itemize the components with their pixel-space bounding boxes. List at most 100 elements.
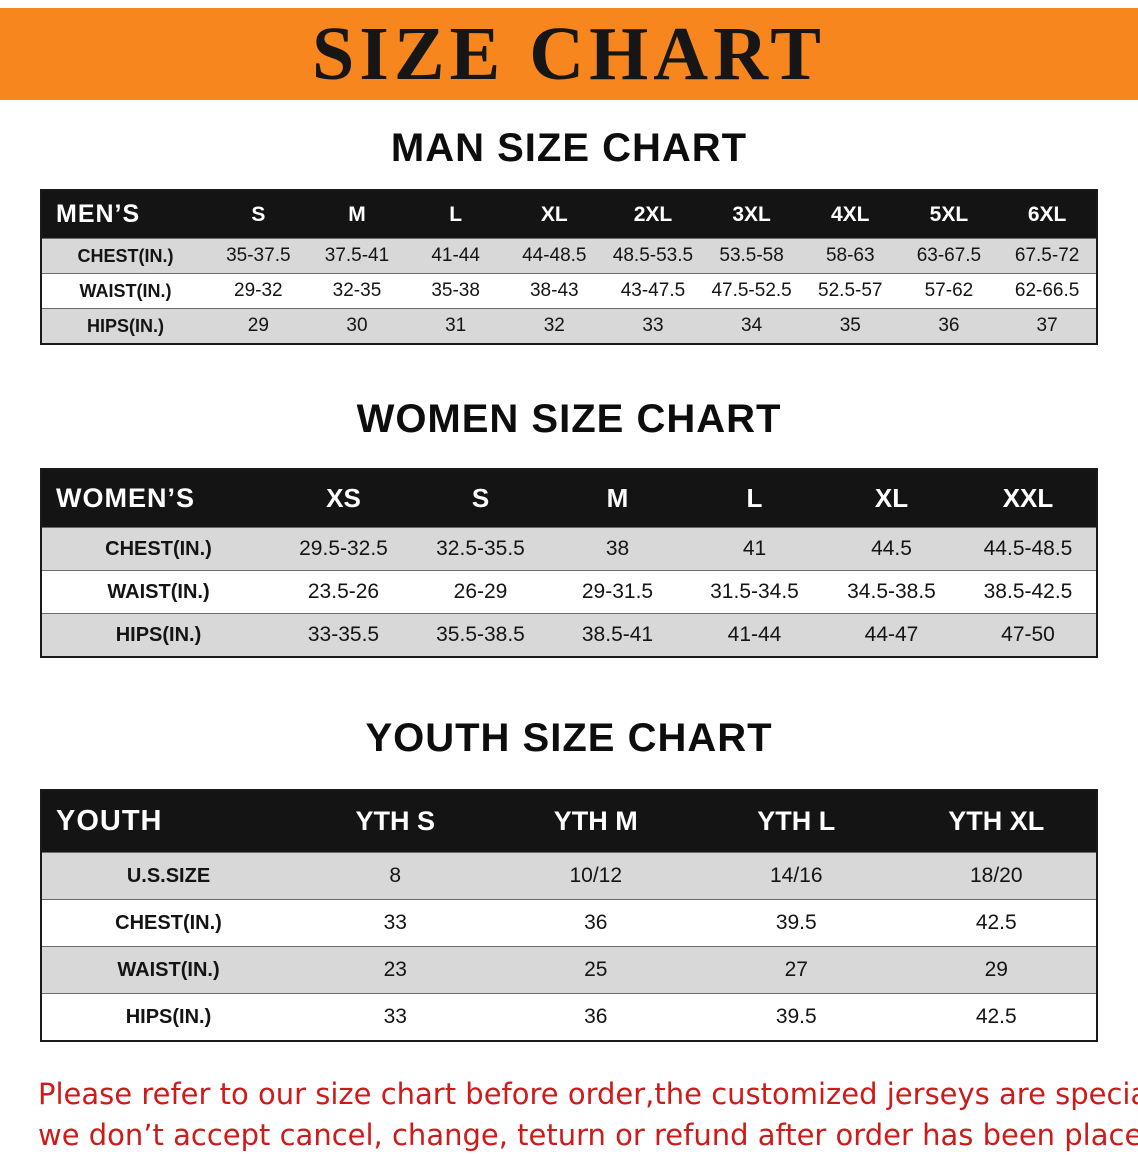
value-cell: 32.5-35.5 [412,527,549,571]
value-cell: 42.5 [896,899,1097,947]
value-cell: 35 [800,308,900,344]
table-header-row: MEN’S S M L XL 2XL 3XL 4XL 5XL 6XL [41,190,1097,239]
row-label-cell: CHEST(IN.) [41,238,209,274]
row-label-cell: HIPS(IN.) [41,993,295,1041]
value-cell: 38.5-42.5 [960,570,1097,614]
size-header-cell: YTH M [553,806,638,836]
table-row: WAIST(IN.) 23.5-26 26-29 29-31.5 31.5-34.5 34… [41,570,1097,614]
banner-title: SIZE CHART [311,12,826,96]
value-cell: 63-67.5 [899,238,999,274]
value-cell: 35-37.5 [209,238,308,274]
size-header-cell: YTH L [757,806,836,836]
value-cell: 34 [702,308,801,344]
table-row: HIPS(IN.) 33-35.5 35.5-38.5 38.5-41 41-44 44-… [41,613,1097,657]
table-title-cell: MEN’S [56,200,141,228]
table-row: WAIST(IN.) 29-32 32-35 35-38 38-43 43-47.5 47.… [41,273,1097,309]
size-header-cell: 2XL [633,202,673,226]
value-cell: 39.5 [696,993,897,1041]
value-cell: 41-44 [406,238,505,274]
footer-disclaimer: Please refer to our size chart before or… [38,1074,1138,1155]
value-cell: 41-44 [686,613,823,657]
value-cell: 58-63 [800,238,900,274]
value-cell: 10/12 [495,852,696,900]
value-cell: 42.5 [896,993,1097,1041]
heading-youth-size-chart: YOUTH SIZE CHART [365,716,773,760]
value-cell: 33-35.5 [275,613,412,657]
value-cell: 29-32 [209,273,308,309]
youth-size-table: YOUTH YTH S YTH M YTH L YTH XL U.S.SIZE 8 10/12… [40,789,1098,1042]
table-row: HIPS(IN.) 29 30 31 32 33 34 35 36 37 [41,308,1097,344]
value-cell: 29 [209,308,308,344]
value-cell: 33 [295,899,496,947]
size-chart-banner: SIZE CHART [0,8,1138,100]
row-label-cell: WAIST(IN.) [41,273,209,309]
value-cell: 33 [295,993,496,1041]
value-cell: 57-62 [899,273,999,309]
value-cell: 44.5-48.5 [960,527,1097,571]
size-header-cell: S [251,202,266,226]
size-header-cell: M [606,483,629,513]
size-header-cell: 4XL [831,202,870,226]
footer-disclaimer-line2: we don’t accept cancel, change, teturn o… [38,1117,1138,1152]
value-cell: 8 [295,852,496,900]
value-cell: 30 [307,308,407,344]
heading-man-size-chart: MAN SIZE CHART [390,126,748,170]
table-header-row: YOUTH YTH S YTH M YTH L YTH XL [41,790,1097,853]
women-size-table: WOMEN’S XS S M L XL XXL CHEST(IN.) 29.5-32.5 32.5… [40,468,1098,658]
size-header-cell: 5XL [929,202,969,226]
value-cell: 43-47.5 [603,273,703,309]
value-cell: 44-47 [823,613,960,657]
value-cell: 62-66.5 [998,273,1097,309]
value-cell: 33 [603,308,703,344]
value-cell: 36 [495,899,696,947]
value-cell: 18/20 [896,852,1097,900]
row-label-cell: CHEST(IN.) [41,899,295,947]
value-cell: 38-43 [504,273,604,309]
table-row: CHEST(IN.) 35-37.5 37.5-41 41-44 44-48.5 48.5… [41,238,1097,274]
value-cell: 38 [549,527,686,571]
table-title-cell: YOUTH [56,805,163,837]
value-cell: 48.5-53.5 [603,238,703,274]
value-cell: 53.5-58 [702,238,801,274]
row-label-cell: HIPS(IN.) [41,613,275,657]
table-row: HIPS(IN.) 33 36 39.5 42.5 [41,993,1097,1041]
row-label-cell: U.S.SIZE [41,852,295,900]
value-cell: 39.5 [696,899,897,947]
row-label-cell: WAIST(IN.) [41,946,295,994]
value-cell: 27 [696,946,897,994]
value-cell: 29-31.5 [549,570,686,614]
size-header-cell: XL [874,483,909,513]
value-cell: 35-38 [406,273,505,309]
value-cell: 32-35 [307,273,407,309]
heading-women-size-chart: WOMEN SIZE CHART [356,397,782,441]
value-cell: 47.5-52.5 [702,273,801,309]
value-cell: 38.5-41 [549,613,686,657]
table-row: U.S.SIZE 8 10/12 14/16 18/20 [41,852,1097,900]
table-row: CHEST(IN.) 29.5-32.5 32.5-35.5 38 41 44.5 44.5… [41,527,1097,571]
value-cell: 44-48.5 [504,238,604,274]
value-cell: 29 [896,946,1097,994]
table-header-row: WOMEN’S XS S M L XL XXL [41,469,1097,528]
size-header-cell: L [746,483,763,513]
value-cell: 37.5-41 [307,238,407,274]
table-row: WAIST(IN.) 23 25 27 29 [41,946,1097,994]
value-cell: 35.5-38.5 [412,613,549,657]
size-header-cell: M [348,202,366,226]
value-cell: 36 [495,993,696,1041]
value-cell: 41 [686,527,823,571]
men-size-table: MEN’S S M L XL 2XL 3XL 4XL 5XL 6XL CHEST(IN.) 35-37… [40,189,1098,345]
value-cell: 36 [899,308,999,344]
value-cell: 31 [406,308,505,344]
value-cell: 37 [998,308,1097,344]
size-header-cell: XS [326,483,361,513]
table-row: CHEST(IN.) 33 36 39.5 42.5 [41,899,1097,947]
size-header-cell: L [449,202,463,226]
row-label-cell: CHEST(IN.) [41,527,275,571]
value-cell: 26-29 [412,570,549,614]
value-cell: 34.5-38.5 [823,570,960,614]
value-cell: 52.5-57 [800,273,900,309]
footer-disclaimer-line1: Please refer to our size chart before or… [38,1077,1138,1111]
size-header-cell: 6XL [1027,202,1067,226]
value-cell: 44.5 [823,527,960,571]
value-cell: 23.5-26 [275,570,412,614]
